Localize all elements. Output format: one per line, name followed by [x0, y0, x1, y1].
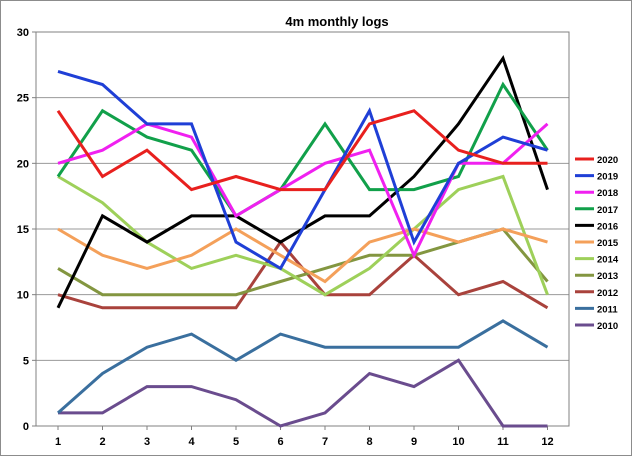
x-tick-label: 7 — [322, 436, 328, 448]
x-tick-label: 5 — [233, 436, 239, 448]
series-line-2011 — [57, 319, 549, 415]
legend-label: 2016 — [597, 221, 618, 232]
series-line-2014 — [57, 174, 549, 297]
y-tick-label: 30 — [17, 27, 29, 39]
x-tick-label: 3 — [144, 436, 150, 448]
chart-title: 4m monthly logs — [285, 14, 388, 29]
legend-label: 2013 — [597, 271, 618, 282]
y-tick-label: 5 — [23, 355, 29, 367]
legend-label: 2019 — [597, 172, 618, 183]
x-tick-label: 8 — [366, 436, 372, 448]
series-line-2019 — [57, 69, 548, 271]
y-tick-label: 10 — [17, 290, 29, 302]
legend-label: 2020 — [597, 155, 618, 166]
legend-label: 2018 — [597, 188, 618, 199]
x-tick-label: 12 — [541, 436, 553, 448]
legend: 2020 2019 2018 2017 2016 2015 2014 2013 2012 2011… — [575, 155, 619, 332]
x-tick-label: 1 — [55, 436, 61, 448]
legend-label: 2015 — [597, 238, 619, 249]
series-lines — [56, 54, 549, 428]
x-tick-label: 4 — [188, 436, 195, 448]
legend-label: 2014 — [597, 255, 619, 266]
x-tick-label: 6 — [277, 436, 283, 448]
legend-label: 2012 — [597, 288, 618, 299]
y-tick-label: 15 — [17, 224, 29, 236]
legend-label: 2010 — [597, 321, 618, 332]
y-tick-label: 25 — [17, 93, 29, 105]
series-line-2015 — [57, 227, 548, 284]
series-line-2017 — [56, 81, 549, 218]
series-line-2010 — [58, 358, 548, 428]
x-tick-label: 2 — [99, 436, 105, 448]
legend-label: 2011 — [597, 304, 618, 315]
y-tick-label: 20 — [17, 158, 29, 170]
x-tick-label: 9 — [411, 436, 417, 448]
series-line-2020 — [56, 109, 548, 192]
series-line-2018 — [57, 122, 549, 259]
legend-label: 2017 — [597, 205, 618, 216]
x-tick-label: 10 — [452, 436, 464, 448]
x-tick-label: 11 — [497, 436, 509, 448]
y-tick-label: 0 — [23, 421, 29, 433]
